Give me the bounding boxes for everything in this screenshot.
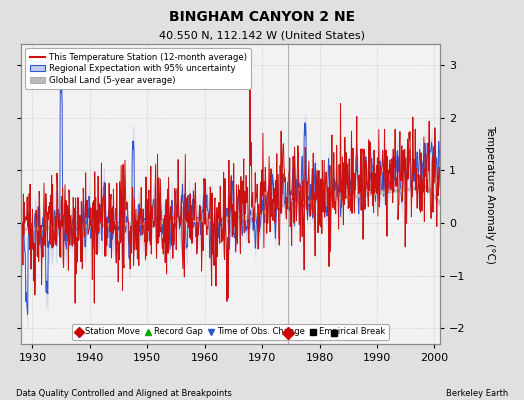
Text: BINGHAM CANYON 2 NE: BINGHAM CANYON 2 NE [169,10,355,24]
Y-axis label: Temperature Anomaly (°C): Temperature Anomaly (°C) [485,124,495,264]
Text: Berkeley Earth: Berkeley Earth [446,389,508,398]
Text: Data Quality Controlled and Aligned at Breakpoints: Data Quality Controlled and Aligned at B… [16,389,232,398]
Legend: Station Move, Record Gap, Time of Obs. Change, Empirical Break: Station Move, Record Gap, Time of Obs. C… [72,324,389,340]
Text: 40.550 N, 112.142 W (United States): 40.550 N, 112.142 W (United States) [159,30,365,40]
